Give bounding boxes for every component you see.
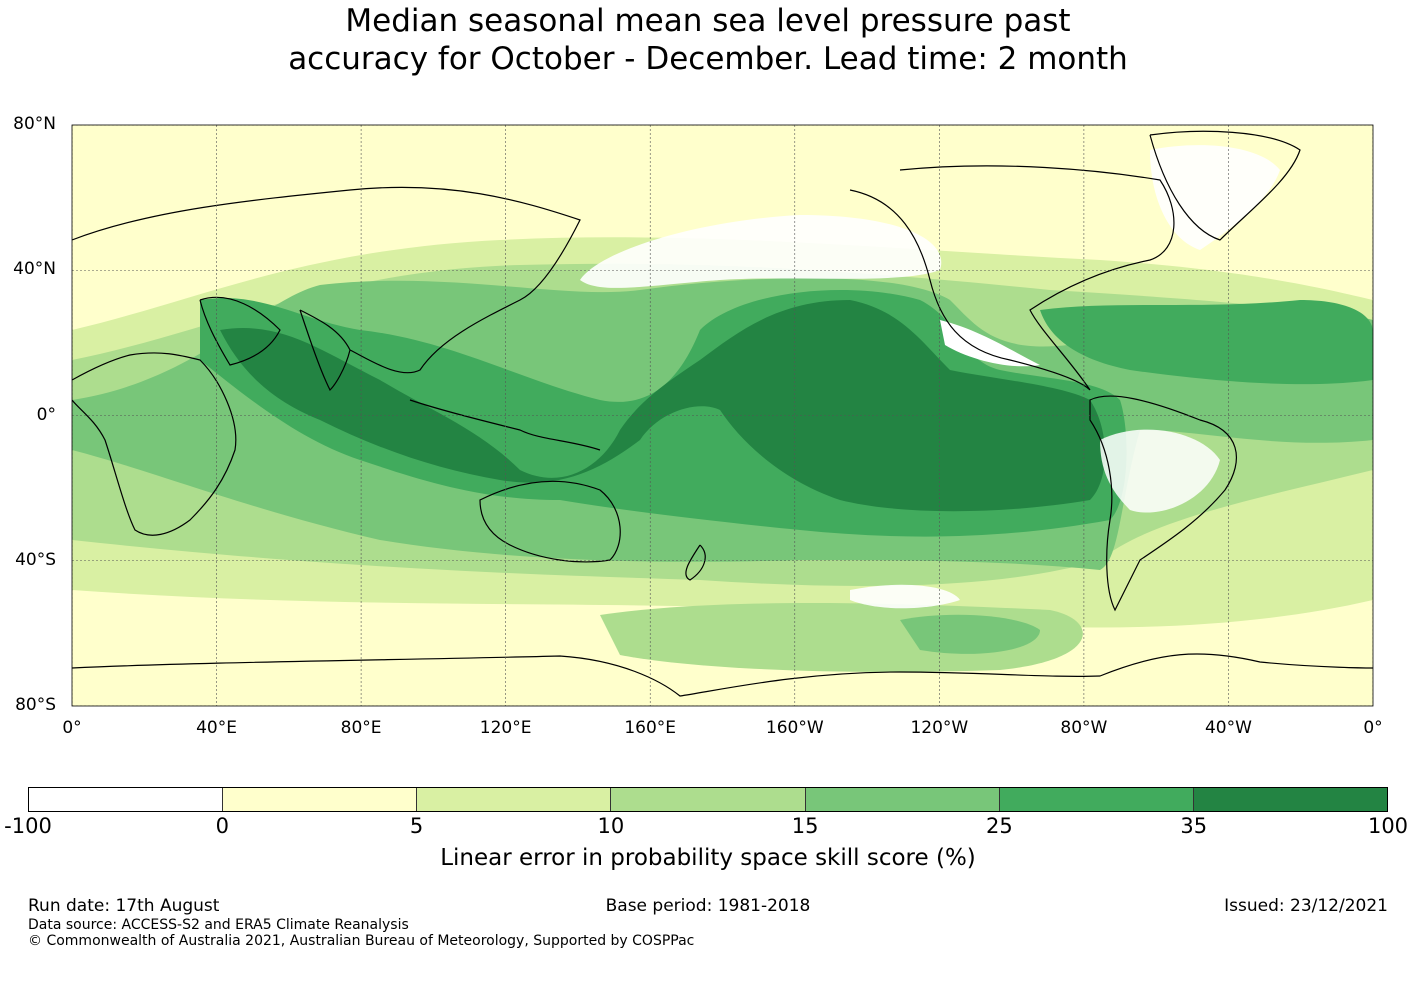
- colorbar-segment: [611, 788, 806, 811]
- coastline-indonesia: [409, 399, 601, 451]
- colorbar-segment: [417, 788, 612, 811]
- latitude-label: 80°S: [15, 695, 56, 715]
- colorbar-tick-label: 35: [1180, 814, 1208, 838]
- colorbar: [28, 787, 1388, 812]
- map-frame: [71, 124, 1374, 707]
- coastline-arabia: [199, 296, 281, 366]
- region-negative-east-pacific: [940, 320, 1040, 367]
- coastline-north-america: [849, 165, 1175, 391]
- colorbar-tick-label: 15: [791, 814, 819, 838]
- longitude-label: 0°: [62, 718, 82, 738]
- coastlines: [72, 130, 1373, 697]
- longitude-label: 40°W: [1204, 718, 1252, 738]
- coastline-south-america: [1089, 395, 1238, 612]
- title-line-1: Median seasonal mean sea level pressure …: [345, 3, 1071, 39]
- region-negative-greenland: [1150, 145, 1280, 250]
- coastline-new-zealand: [685, 544, 706, 581]
- longitude-label: 0°: [1363, 718, 1383, 738]
- colorbar-segment: [29, 788, 224, 811]
- coastline-india: [299, 309, 351, 392]
- base-period: Base period: 1981-2018: [605, 896, 811, 916]
- colorbar-segment: [223, 788, 418, 811]
- region-negative-southern-ocean: [850, 584, 960, 609]
- latitude-label: 40°S: [15, 549, 56, 570]
- region-southern-ocean-mid: [900, 614, 1040, 654]
- colorbar-tick-label: 100: [1367, 814, 1409, 838]
- colorbar-tick-label: 5: [409, 814, 424, 838]
- latitude-label: 0°: [36, 404, 56, 425]
- colorbar-segment: [1193, 788, 1387, 811]
- longitude-label: 160°E: [624, 718, 677, 738]
- issued-date: Issued: 23/12/2021: [1224, 896, 1388, 916]
- skill-field-max: [220, 300, 1105, 512]
- coastline-australia: [479, 480, 621, 563]
- longitude-label: 40°E: [196, 718, 237, 738]
- colorbar-segment: [805, 788, 1000, 811]
- skill-score-map: [71, 124, 1374, 707]
- colorbar-tick-label: 0: [215, 814, 229, 838]
- map-field: [72, 125, 1373, 706]
- longitude-label: 120°E: [479, 718, 532, 738]
- colorbar-tick-label: 25: [986, 814, 1013, 838]
- longitude-label: 80°W: [1060, 718, 1108, 738]
- coastline-antarctica: [72, 653, 1373, 697]
- coastline-eurasia: [72, 186, 581, 374]
- title-line-2: accuracy for October - December. Lead ti…: [288, 41, 1128, 77]
- run-date: Run date: 17th August: [28, 896, 220, 916]
- colorbar-label: Linear error in probability space skill …: [440, 845, 976, 871]
- longitude-label: 120°W: [910, 718, 969, 738]
- region-max-1: [220, 300, 1105, 512]
- copyright: © Commonwealth of Australia 2021, Austra…: [28, 933, 695, 949]
- coastline-greenland: [1149, 130, 1301, 241]
- longitude-label: 80°E: [340, 718, 382, 738]
- graticule: [72, 125, 1373, 706]
- colorbar-tick-label: 10: [597, 814, 625, 838]
- region-negative-south-america: [1100, 429, 1220, 513]
- latitude-label: 40°N: [13, 259, 56, 280]
- latitude-label: 80°N: [13, 114, 56, 134]
- colorbar-segment: [999, 788, 1194, 811]
- region-band-35-100-b: [1040, 300, 1373, 385]
- colorbar-tick-label: -100: [4, 814, 52, 838]
- chart-title: Median seasonal mean sea level pressure …: [0, 2, 1416, 78]
- longitude-label: 160°W: [765, 718, 824, 738]
- coastline-africa: [72, 352, 237, 536]
- region-negative-north-pacific: [580, 215, 942, 288]
- data-source: Data source: ACCESS-S2 and ERA5 Climate …: [28, 917, 409, 933]
- skill-field-negative: [580, 145, 1280, 609]
